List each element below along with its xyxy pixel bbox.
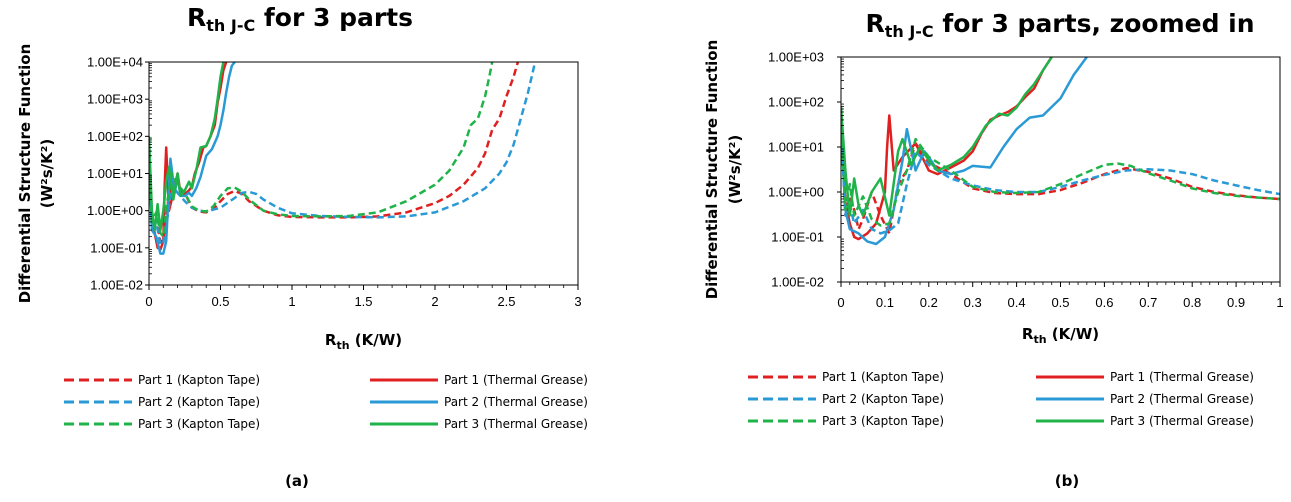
x-tick-label: 0.9 <box>1227 295 1245 310</box>
y-tick-label: 1.00E+04 <box>87 55 143 70</box>
chart-title-main: R <box>187 3 206 32</box>
x-axis-label-main: R <box>325 331 337 349</box>
legend-label: Part 2 (Thermal Grease) <box>1110 392 1254 406</box>
x-tick-label: 0 <box>837 295 844 310</box>
y-tick-label: 1.00E-02 <box>90 278 143 293</box>
series-group <box>149 62 537 255</box>
y-tick-label: 1.00E+01 <box>87 166 143 181</box>
series-line-5 <box>149 62 494 238</box>
legend-label: Part 3 (Thermal Grease) <box>444 417 588 431</box>
y-tick-label: 1.00E+03 <box>768 50 824 65</box>
panel-caption: (b) <box>1055 472 1079 490</box>
y-tick-label: 1.00E+03 <box>87 92 143 107</box>
legend-label: Part 2 (Kapton Tape) <box>138 395 260 409</box>
panel-caption: (a) <box>285 472 309 490</box>
x-tick-label: 2.5 <box>497 294 515 309</box>
legend-label: Part 1 (Thermal Grease) <box>1110 370 1254 384</box>
legend-label: Part 3 (Kapton Tape) <box>138 417 260 431</box>
legend-label: Part 3 (Thermal Grease) <box>1110 414 1254 428</box>
y-axis-unit-label: (W²s/K²) <box>38 139 56 208</box>
series-line-5 <box>841 119 1280 227</box>
chart-title-main: R <box>865 9 884 38</box>
x-tick-label: 0.2 <box>920 295 938 310</box>
series-line-4 <box>149 62 236 255</box>
x-axis-label-rest: (K/W) <box>1047 325 1100 343</box>
x-tick-label: 0.8 <box>1183 295 1201 310</box>
chart-title-subscript: th J-C <box>206 16 255 35</box>
y-tick-label: 1.00E+02 <box>768 95 824 110</box>
series-group <box>841 57 1280 246</box>
y-tick-label: 1.00E+02 <box>87 129 143 144</box>
series-line-6 <box>841 57 1053 217</box>
series-line-1 <box>841 115 1280 235</box>
x-axis-label: Rth (K/W) <box>325 331 402 352</box>
x-tick-label: 1 <box>288 294 295 309</box>
chart-panel-b: Rth J-C for 3 parts, zoomed in 1.00E-02 1.… <box>703 9 1284 490</box>
y-tick-label: 1.00E-02 <box>771 275 824 290</box>
x-tick-label: 0.6 <box>1095 295 1113 310</box>
x-axis-label-subscript: th <box>336 339 349 352</box>
chart-title-subscript: th J-C <box>885 22 934 41</box>
x-tick-label: 0.5 <box>211 294 229 309</box>
y-tick-label: 1.00E+00 <box>87 203 143 218</box>
series-line-6 <box>149 62 225 232</box>
chart-panel-a: Rth J-C for 3 parts 1.00E-02 1.00E-01 1.00E… <box>16 3 588 490</box>
x-tick-label: 0.5 <box>1051 295 1069 310</box>
legend-label: Part 2 (Thermal Grease) <box>444 395 588 409</box>
x-axis-label: Rth (K/W) <box>1022 325 1099 346</box>
x-axis-label-rest: (K/W) <box>350 331 403 349</box>
series-line-3 <box>841 125 1280 235</box>
x-tick-label: 0.1 <box>876 295 894 310</box>
chart-title: Rth J-C for 3 parts <box>187 3 413 35</box>
y-axis-unit-label: (W²s/K²) <box>726 135 744 204</box>
legend-label: Part 2 (Kapton Tape) <box>822 392 944 406</box>
legend-label: Part 1 (Kapton Tape) <box>138 373 260 387</box>
chart-title-rest: for 3 parts, zoomed in <box>934 9 1255 38</box>
y-axis-label: Differential Structure Function <box>703 40 721 300</box>
x-tick-label: 1.5 <box>354 294 372 309</box>
x-tick-label: 0.7 <box>1139 295 1157 310</box>
x-tick-label: 3 <box>574 294 581 309</box>
x-axis-label-main: R <box>1022 325 1034 343</box>
y-tick-label: 1.00E+01 <box>768 140 824 155</box>
y-tick-label: 1.00E-01 <box>771 230 824 245</box>
legend-label: Part 3 (Kapton Tape) <box>822 414 944 428</box>
x-axis-label-subscript: th <box>1033 333 1046 346</box>
legend-label: Part 1 (Thermal Grease) <box>444 373 588 387</box>
x-tick-label: 0.3 <box>964 295 982 310</box>
x-tick-label: 0 <box>145 294 152 309</box>
y-tick-label: 1.00E-01 <box>90 240 143 255</box>
legend: Part 1 (Kapton Tape) Part 1 (Thermal Grea… <box>64 373 588 431</box>
legend-label: Part 1 (Kapton Tape) <box>822 370 944 384</box>
chart-title-rest: for 3 parts <box>255 3 413 32</box>
x-tick-label: 2 <box>431 294 438 309</box>
y-axis-label: Differential Structure Function <box>16 44 34 304</box>
legend: Part 1 (Kapton Tape) Part 1 (Thermal Grea… <box>748 370 1254 428</box>
chart-title: Rth J-C for 3 parts, zoomed in <box>865 9 1254 41</box>
x-tick-label: 0.4 <box>1008 295 1026 310</box>
x-tick-label: 1 <box>1276 295 1283 310</box>
y-tick-label: 1.00E+00 <box>768 185 824 200</box>
